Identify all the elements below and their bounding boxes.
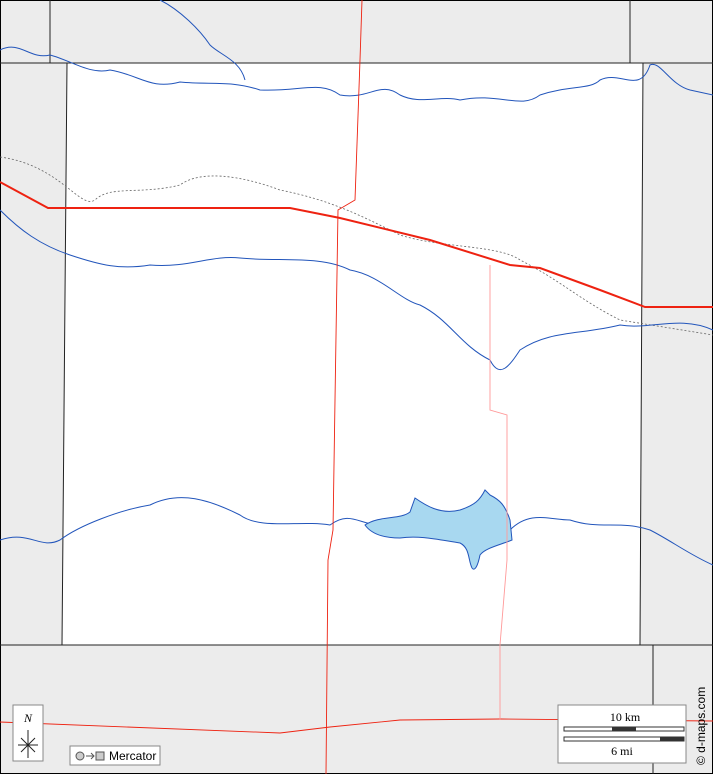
projection-icon [95,751,105,761]
lake [364,489,513,570]
road [489,265,508,720]
road [0,718,713,734]
scale-segment [660,737,684,741]
river [159,0,246,81]
county [61,62,644,646]
river [0,497,713,566]
rivers [0,0,713,566]
projection-label: Mercator [109,749,156,763]
river [0,46,713,102]
river [0,209,713,371]
projection-icon [75,751,85,761]
credit: © d-maps.com [694,687,708,765]
road [325,0,363,774]
compass-rose [18,730,38,758]
scale-box [557,704,687,764]
scale-km: 10 km [610,710,641,724]
scale-mi: 6 mi [611,744,633,758]
compass-line [20,737,36,753]
compass-label: N [23,711,33,725]
railway [0,156,713,336]
projection-box [69,745,161,766]
projection-arrow [86,752,95,760]
highway [0,181,713,308]
scale-segment [612,727,636,731]
